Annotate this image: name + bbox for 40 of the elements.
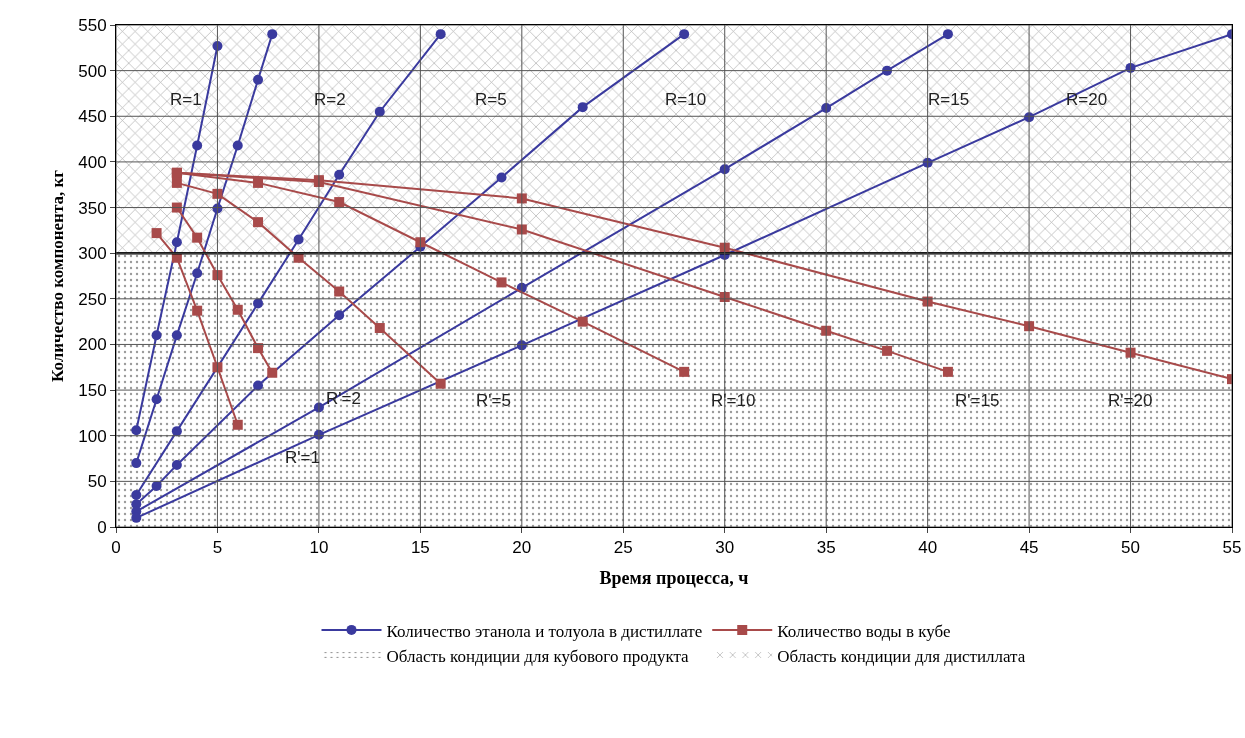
legend-label: Количество этанола и толуола в дистиллате [386, 621, 703, 641]
x-tick-label: 15 [410, 538, 430, 558]
y-tick-label: 250 [78, 289, 107, 309]
x-tick-label: 45 [1019, 538, 1039, 558]
y-tick-label: 100 [78, 426, 107, 446]
y-tick-label: 300 [78, 244, 107, 264]
annotation: R=2 [314, 90, 346, 109]
annotation: R=10 [665, 90, 707, 109]
y-tick-label: 350 [78, 198, 107, 218]
y-tick-label: 50 [87, 472, 107, 492]
annotation: R=15 [928, 90, 970, 109]
legend-label: Область кондиции для кубового продукта [386, 646, 690, 666]
y-tick-label: 450 [78, 107, 107, 127]
x-tick-label: 25 [613, 538, 633, 558]
x-tick-label: 40 [918, 538, 938, 558]
y-tick-label: 500 [78, 61, 107, 81]
x-tick-label: 50 [1121, 538, 1141, 558]
annotation: R=20 [1066, 90, 1108, 109]
legend-label: Область кондиции для дистиллата [777, 646, 1026, 666]
x-tick-label: 10 [309, 538, 329, 558]
y-tick-label: 550 [78, 15, 107, 35]
x-tick-label: 55 [1222, 538, 1242, 558]
annotation: R'=1 [285, 448, 320, 467]
x-tick-label: 20 [512, 538, 532, 558]
legend-label: Количество воды в кубе [777, 621, 951, 641]
x-tick-label: 35 [816, 538, 836, 558]
annotation: R=1 [170, 90, 202, 109]
y-tick-label: 200 [78, 335, 107, 355]
y-tick-label: 0 [97, 517, 107, 537]
y-tick-label: 150 [78, 381, 107, 401]
x-tick-label: 30 [715, 538, 735, 558]
annotation: R'=15 [955, 391, 1000, 410]
x-tick-label: 0 [111, 538, 121, 558]
annotation: R=5 [475, 90, 507, 109]
annotation: R'=2 [326, 389, 361, 408]
x-tick-label: 5 [212, 538, 223, 558]
x-axis-title: Время процесса, ч [599, 567, 749, 588]
annotation: R'=5 [476, 391, 511, 410]
y-axis-title: Количество компонента, кг [47, 169, 67, 382]
y-tick-label: 400 [78, 152, 107, 172]
